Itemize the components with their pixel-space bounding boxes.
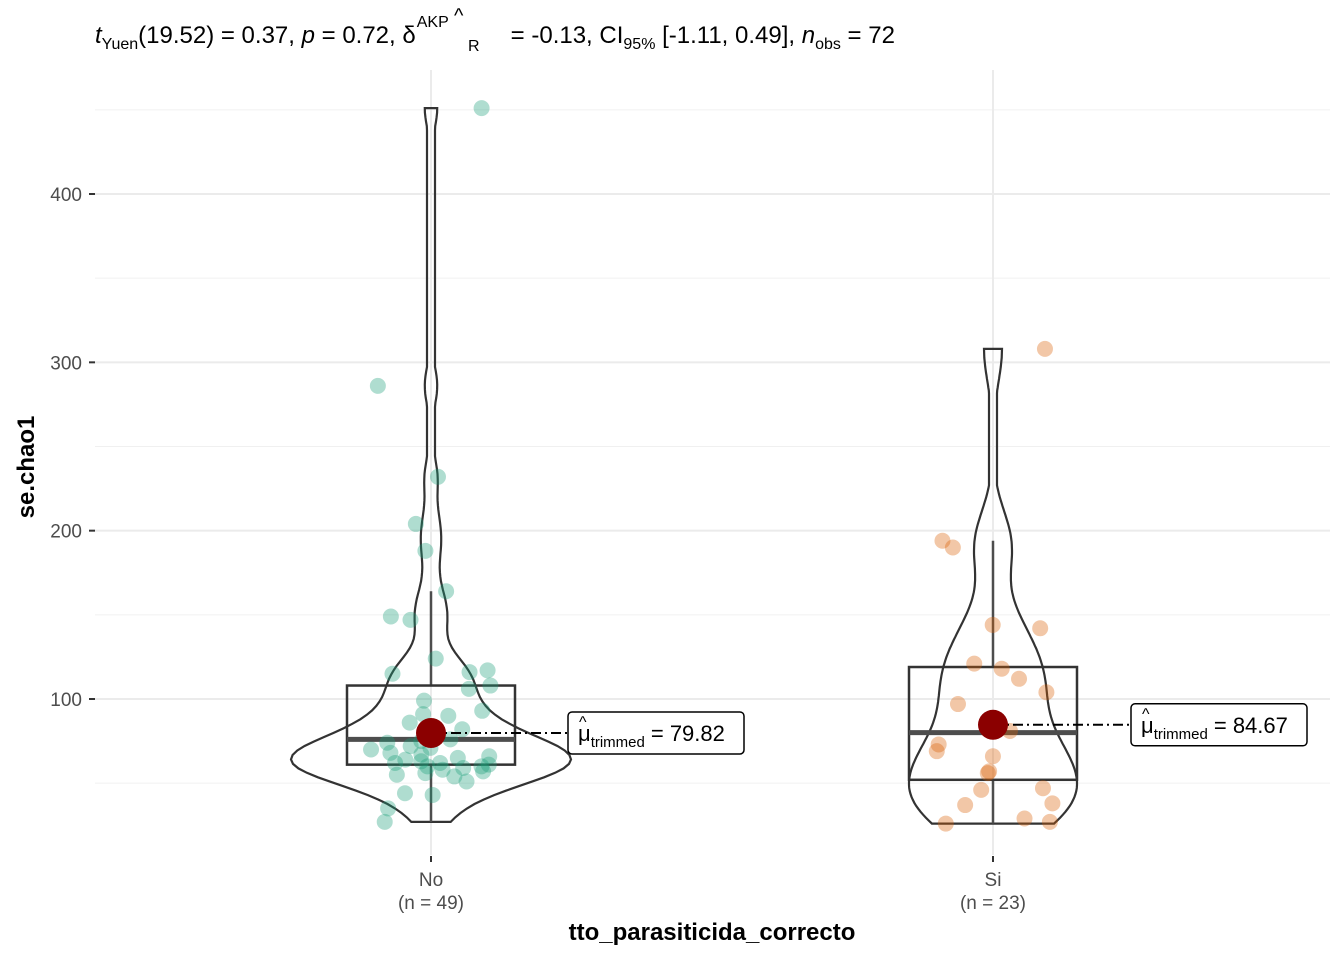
data-point <box>480 756 497 773</box>
data-point <box>481 748 498 765</box>
data-point <box>973 781 990 798</box>
data-point <box>407 515 424 532</box>
y-tick-label: 400 <box>50 185 82 206</box>
data-point <box>473 758 490 775</box>
data-point <box>937 815 954 832</box>
data-point <box>928 743 945 760</box>
data-point <box>482 677 499 694</box>
data-point <box>427 650 444 667</box>
data-point <box>417 765 434 782</box>
data-point <box>388 766 405 783</box>
y-tick-label: 200 <box>50 522 82 543</box>
box-si <box>907 665 1079 782</box>
x-axis-title: tto_parasiticida_correcto <box>569 919 856 946</box>
data-point <box>382 744 399 761</box>
data-point <box>1041 813 1058 830</box>
data-point <box>446 768 463 785</box>
mean-label-box <box>567 711 745 755</box>
data-point <box>461 664 478 681</box>
y-axis-title: se.chao1 <box>13 416 40 519</box>
data-point <box>401 714 418 731</box>
box-no <box>345 684 517 766</box>
mean-label: μtrimmed = 79.82 <box>578 721 725 751</box>
axes: 100 200 300 400 No(n = 49) Si(n = 23) <box>50 185 1026 914</box>
data-point <box>442 731 459 748</box>
data-point <box>455 760 472 777</box>
delta-hat-mark: ^ <box>454 5 464 27</box>
data-point <box>369 377 386 394</box>
data-point <box>479 662 496 679</box>
data-point <box>981 763 998 780</box>
data-point <box>1036 340 1053 357</box>
data-point <box>979 765 996 782</box>
data-point <box>984 616 1001 633</box>
data-point <box>434 761 451 778</box>
mu-hat-mark: ^ <box>1142 706 1150 723</box>
data-point <box>413 753 430 770</box>
data-points <box>363 100 1061 832</box>
data-point <box>384 665 401 682</box>
data-point <box>474 702 491 719</box>
x-tick-count-label: (n = 23) <box>960 893 1026 914</box>
trimmed-means: μtrimmed = 79.82^ μtrimmed = 84.67^ <box>416 703 1308 755</box>
y-tick-label: 100 <box>50 690 82 711</box>
trimmed-mean-point <box>978 709 1008 740</box>
data-point <box>949 696 966 713</box>
data-point <box>363 741 380 758</box>
data-point <box>413 746 430 763</box>
data-point <box>458 773 475 790</box>
data-point <box>382 608 399 625</box>
data-point <box>475 763 492 780</box>
data-point <box>1032 620 1049 637</box>
data-point <box>1016 810 1033 827</box>
data-point <box>397 751 414 768</box>
data-point <box>1011 670 1028 687</box>
trimmed-mean-point <box>416 717 446 748</box>
data-point <box>993 660 1010 677</box>
data-point <box>376 813 393 830</box>
data-point <box>934 532 951 549</box>
data-point <box>402 611 419 628</box>
data-point <box>429 468 446 485</box>
data-point <box>944 539 961 556</box>
data-point <box>460 680 477 697</box>
data-point <box>473 100 490 117</box>
data-point <box>930 736 947 753</box>
data-point <box>449 749 466 766</box>
data-point <box>1044 795 1061 812</box>
data-point <box>1038 684 1055 701</box>
data-point <box>416 692 433 709</box>
violin-no <box>289 107 573 823</box>
data-point <box>396 785 413 802</box>
data-point <box>438 583 455 600</box>
data-point <box>966 655 983 672</box>
chart-subtitle: tYuen(19.52) = 0.37, p = 0.72, δAKPR = -… <box>95 14 895 55</box>
data-point <box>380 800 397 817</box>
mean-label: μtrimmed = 84.67 <box>1141 713 1288 743</box>
x-tick-count-label: (n = 49) <box>398 893 464 914</box>
data-point <box>432 754 449 771</box>
data-point <box>379 734 396 751</box>
data-point <box>424 786 441 803</box>
data-point <box>419 758 436 775</box>
mean-label-box <box>1130 703 1308 747</box>
data-point <box>984 748 1001 765</box>
data-point <box>417 542 434 559</box>
mu-hat-mark: ^ <box>579 714 587 731</box>
x-tick-label: Si <box>985 870 1002 891</box>
data-point <box>1034 780 1051 797</box>
data-point <box>415 706 432 723</box>
data-point <box>387 754 404 771</box>
data-point <box>402 738 419 755</box>
data-point <box>957 797 974 814</box>
y-tick-label: 300 <box>50 353 82 374</box>
x-tick-label: No <box>419 870 443 891</box>
data-point <box>440 707 457 724</box>
